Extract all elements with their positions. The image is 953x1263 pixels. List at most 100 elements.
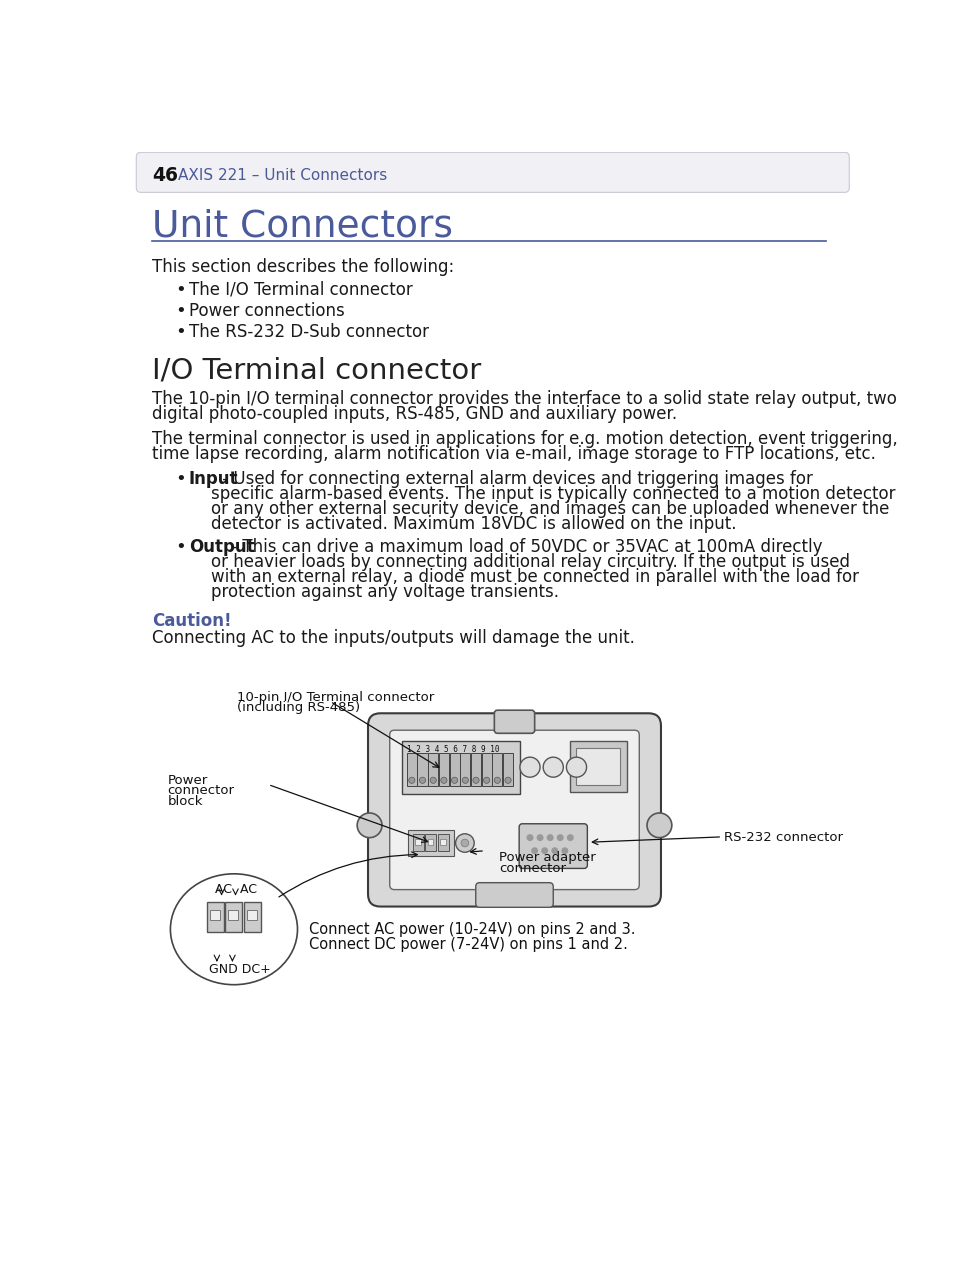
Text: Output: Output [189,538,254,556]
Text: (including RS-485): (including RS-485) [236,701,360,715]
Text: specific alarm-based events. The input is typically connected to a motion detect: specific alarm-based events. The input i… [211,485,894,504]
FancyBboxPatch shape [481,753,491,787]
FancyBboxPatch shape [476,883,553,907]
FancyBboxPatch shape [492,753,502,787]
Circle shape [551,847,558,854]
Text: •: • [174,302,186,320]
FancyBboxPatch shape [576,748,619,784]
FancyBboxPatch shape [439,839,445,845]
FancyBboxPatch shape [225,902,242,932]
Text: Power: Power [167,774,208,787]
Circle shape [540,847,548,854]
FancyBboxPatch shape [428,753,437,787]
Circle shape [440,777,447,783]
Text: connector: connector [498,861,565,874]
Circle shape [646,813,671,837]
FancyBboxPatch shape [228,911,238,921]
Text: GND DC+: GND DC+ [209,964,271,976]
Circle shape [460,839,468,847]
FancyBboxPatch shape [368,714,660,907]
Text: 10-pin I/O Terminal connector: 10-pin I/O Terminal connector [236,691,434,703]
Circle shape [430,777,436,783]
Circle shape [560,847,568,854]
Text: Connecting AC to the inputs/outputs will damage the unit.: Connecting AC to the inputs/outputs will… [152,629,634,647]
Circle shape [408,777,415,783]
FancyBboxPatch shape [402,741,519,794]
Circle shape [526,834,533,841]
Circle shape [542,757,562,777]
Circle shape [473,777,478,783]
Text: •: • [174,538,186,556]
Circle shape [419,777,425,783]
FancyBboxPatch shape [244,902,261,932]
FancyBboxPatch shape [406,753,416,787]
Text: Unit Connectors: Unit Connectors [152,208,453,245]
Circle shape [451,777,457,783]
Text: 1 2 3 4 5 6 7 8 9 10: 1 2 3 4 5 6 7 8 9 10 [406,745,498,754]
Text: Power connections: Power connections [189,302,344,320]
FancyBboxPatch shape [408,830,454,856]
FancyBboxPatch shape [413,834,423,851]
Text: The 10-pin I/O terminal connector provides the interface to a solid state relay : The 10-pin I/O terminal connector provid… [152,390,896,408]
FancyBboxPatch shape [459,753,470,787]
Circle shape [483,777,489,783]
Circle shape [557,834,563,841]
FancyBboxPatch shape [425,834,436,851]
Text: connector: connector [167,784,234,797]
Text: •: • [174,323,186,341]
Ellipse shape [171,874,297,985]
Text: The I/O Terminal connector: The I/O Terminal connector [189,280,413,298]
Text: Connect DC power (7-24V) on pins 1 and 2.: Connect DC power (7-24V) on pins 1 and 2… [309,937,627,952]
FancyBboxPatch shape [207,902,224,932]
FancyBboxPatch shape [502,753,513,787]
Text: - This can drive a maximum load of 50VDC or 35VAC at 100mA directly: - This can drive a maximum load of 50VDC… [226,538,821,556]
Text: Caution!: Caution! [152,613,232,630]
Text: Connect AC power (10-24V) on pins 2 and 3.: Connect AC power (10-24V) on pins 2 and … [309,922,635,937]
Circle shape [356,813,381,837]
FancyBboxPatch shape [417,753,427,787]
Circle shape [494,777,500,783]
Circle shape [531,847,537,854]
Text: protection against any voltage transients.: protection against any voltage transient… [211,584,558,601]
Text: digital photo-coupled inputs, RS-485, GND and auxiliary power.: digital photo-coupled inputs, RS-485, GN… [152,405,677,423]
Circle shape [461,777,468,783]
Circle shape [456,834,474,853]
Text: AC  AC: AC AC [215,883,257,895]
Circle shape [536,834,543,841]
Circle shape [566,757,586,777]
FancyBboxPatch shape [247,911,256,921]
Text: RS-232 connector: RS-232 connector [723,831,841,844]
FancyBboxPatch shape [437,834,448,851]
Text: •: • [174,280,186,298]
Text: or any other external security device, and images can be uploaded whenever the: or any other external security device, a… [211,500,888,518]
Circle shape [546,834,553,841]
Circle shape [566,834,573,841]
Text: block: block [167,796,203,808]
Text: •: • [174,470,186,489]
Text: Input: Input [189,470,238,489]
FancyBboxPatch shape [494,710,534,734]
Text: 46: 46 [152,165,177,184]
Text: - Used for connecting external alarm devices and triggering images for: - Used for connecting external alarm dev… [216,470,812,489]
FancyBboxPatch shape [427,839,433,845]
FancyBboxPatch shape [438,753,449,787]
FancyBboxPatch shape [449,753,459,787]
Text: This section describes the following:: This section describes the following: [152,258,454,275]
FancyBboxPatch shape [415,839,420,845]
Circle shape [519,757,539,777]
FancyBboxPatch shape [136,153,848,192]
Text: time lapse recording, alarm notification via e-mail, image storage to FTP locati: time lapse recording, alarm notification… [152,445,875,462]
Text: with an external relay, a diode must be connected in parallel with the load for: with an external relay, a diode must be … [211,568,858,586]
FancyBboxPatch shape [518,823,587,869]
Text: AXIS 221 – Unit Connectors: AXIS 221 – Unit Connectors [178,168,387,183]
Circle shape [504,777,511,783]
FancyBboxPatch shape [390,730,639,889]
Text: The terminal connector is used in applications for e.g. motion detection, event : The terminal connector is used in applic… [152,429,897,447]
Text: The RS-232 D-Sub connector: The RS-232 D-Sub connector [189,323,429,341]
FancyBboxPatch shape [210,911,219,921]
FancyBboxPatch shape [569,741,626,792]
Text: or heavier loads by connecting additional relay circuitry. If the output is used: or heavier loads by connecting additiona… [211,553,849,571]
Text: detector is activated. Maximum 18VDC is allowed on the input.: detector is activated. Maximum 18VDC is … [211,515,736,533]
Text: Power adapter: Power adapter [498,851,595,864]
FancyBboxPatch shape [471,753,480,787]
